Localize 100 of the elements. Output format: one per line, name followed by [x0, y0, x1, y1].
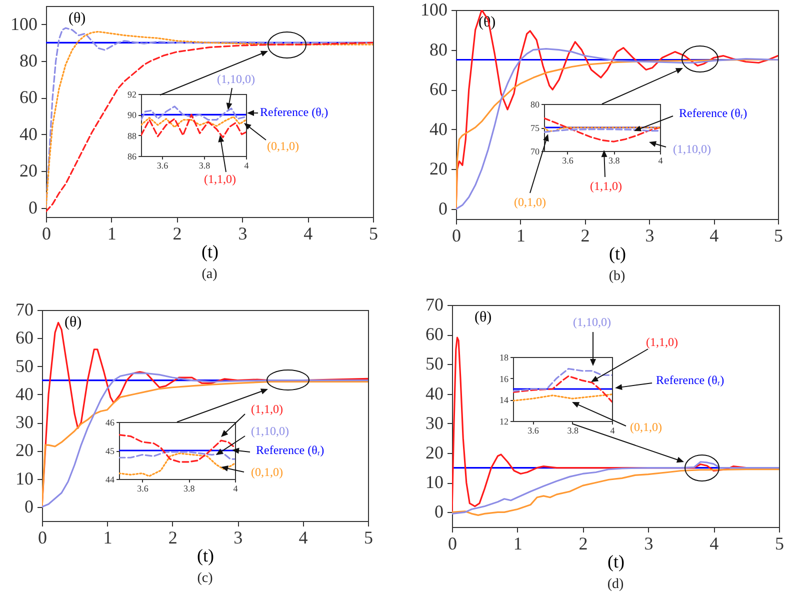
x-tick-label: 3.8 [608, 156, 620, 166]
line-series [452, 468, 779, 516]
text: (c) [197, 571, 214, 586]
x-tick-label: 3.6 [156, 160, 169, 170]
x-tick-label: 4 [658, 156, 664, 166]
y-tick-label: 46 [106, 418, 115, 428]
y-tick-label: 80 [20, 50, 38, 71]
y-tick-label: 18 [500, 352, 509, 362]
x-tick-label: 4 [244, 160, 250, 170]
y-tick-label: 60 [430, 79, 448, 100]
y-tick-label: 14 [500, 395, 509, 406]
y-tick-label: 20 [16, 440, 34, 460]
y-tick-label: 60 [16, 328, 34, 348]
x-axis-title: (t) [197, 546, 214, 566]
y-tick-label: 0 [28, 197, 38, 218]
y-tick-label: 20 [20, 160, 38, 181]
y-tick-label: 16 [500, 374, 509, 384]
x-tick-label: 3.6 [562, 156, 574, 166]
y-tick-label: 30 [16, 412, 34, 432]
y-tick-label: 50 [16, 356, 34, 376]
x-tick-label: 4 [304, 224, 313, 244]
text: (1,1,0) [251, 402, 283, 417]
y-tick-label: 100 [10, 14, 38, 34]
y-axis-title: (θ) [68, 10, 86, 26]
series-label: (0,1,0) [251, 465, 283, 480]
y-tick-label: 30 [426, 412, 444, 433]
x-tick-label: 1 [103, 528, 112, 548]
x-tick-label: 4 [233, 484, 238, 494]
y-tick-label: 10 [426, 472, 444, 492]
line-series [452, 461, 779, 514]
x-tick-label: 3.8 [198, 160, 211, 170]
text: (1,10,0) [573, 315, 611, 330]
x-tick-label: 1 [107, 224, 116, 244]
x-tick-label: 0 [452, 226, 461, 246]
y-tick-label: 70 [530, 146, 540, 156]
y-tick-label: 60 [20, 87, 38, 108]
x-tick-label: 2 [578, 534, 588, 554]
y-tick-label: 75 [530, 123, 540, 133]
series-label: (1,10,0) [673, 142, 711, 157]
x-tick-label: 3.6 [137, 484, 149, 494]
x-axis-title: (t) [609, 244, 626, 264]
text: (0,1,0) [514, 195, 546, 210]
x-tick-label: 2 [172, 224, 182, 244]
text: (0,1,0) [267, 139, 299, 154]
text: (a) [202, 267, 218, 282]
line-series [513, 394, 612, 402]
y-tick-label: 40 [16, 384, 34, 404]
y-tick-label: 44 [106, 474, 115, 484]
x-tick-label: 2 [168, 528, 178, 548]
y-tick-label: 80 [530, 100, 540, 110]
x-tick-label: 3.8 [183, 484, 196, 494]
x-tick-label: 2 [580, 226, 590, 246]
text: (1,1,0) [590, 179, 622, 194]
line-series [513, 368, 612, 392]
y-tick-label: 70 [16, 300, 34, 320]
y-tick-label: 86 [128, 152, 137, 162]
x-tick-label: 5 [369, 224, 378, 244]
x-tick-label: 3 [234, 528, 243, 548]
line-series [141, 116, 246, 128]
x-tick-label: 4 [610, 426, 616, 436]
x-axis-title: (t) [202, 242, 218, 262]
series-label: Reference (θᵣ) [679, 106, 748, 121]
y-tick-label: 12 [500, 416, 508, 426]
y-tick-label: 20 [426, 442, 444, 462]
y-tick-label: 70 [426, 294, 444, 314]
y-tick-label: 20 [430, 158, 448, 179]
y-axis-title: (θ) [474, 310, 492, 326]
x-tick-label: 0 [42, 224, 51, 244]
series-label: Reference (θᵣ) [260, 105, 328, 120]
line-series [513, 375, 612, 403]
text: (0,1,0) [630, 420, 662, 435]
x-tick-label: 5 [364, 528, 373, 548]
text: (1,10,0) [217, 72, 255, 87]
y-tick-label: 40 [426, 383, 444, 404]
y-axis-title: (θ) [64, 314, 82, 330]
y-tick-label: 10 [16, 468, 34, 488]
x-tick-label: 3 [238, 224, 248, 244]
y-tick-label: 0 [438, 198, 448, 219]
y-tick-label: 80 [430, 39, 448, 60]
x-tick-label: 3 [645, 226, 654, 246]
y-tick-label: 90 [128, 110, 137, 120]
line-series [119, 451, 235, 460]
x-tick-label: 3.8 [567, 426, 580, 436]
x-tick-label: 4 [710, 534, 719, 554]
y-tick-label: 92 [128, 90, 136, 100]
y-tick-label: 40 [430, 118, 448, 139]
x-tick-label: 5 [775, 534, 784, 554]
x-axis-title: (t) [608, 552, 624, 572]
text: Reference (θᵣ) [656, 373, 724, 388]
y-tick-label: 45 [106, 446, 115, 456]
y-tick-label: 88 [128, 130, 137, 141]
x-tick-label: 4 [710, 226, 719, 246]
y-tick-label: 50 [426, 354, 444, 374]
x-tick-label: 1 [516, 226, 526, 246]
x-tick-label: 3 [644, 534, 654, 554]
y-tick-label: 40 [20, 124, 38, 144]
text: (1,10,0) [251, 424, 289, 439]
x-tick-label: 3.6 [528, 426, 540, 436]
x-tick-label: 5 [774, 226, 783, 246]
text: (1,1,0) [646, 335, 678, 350]
